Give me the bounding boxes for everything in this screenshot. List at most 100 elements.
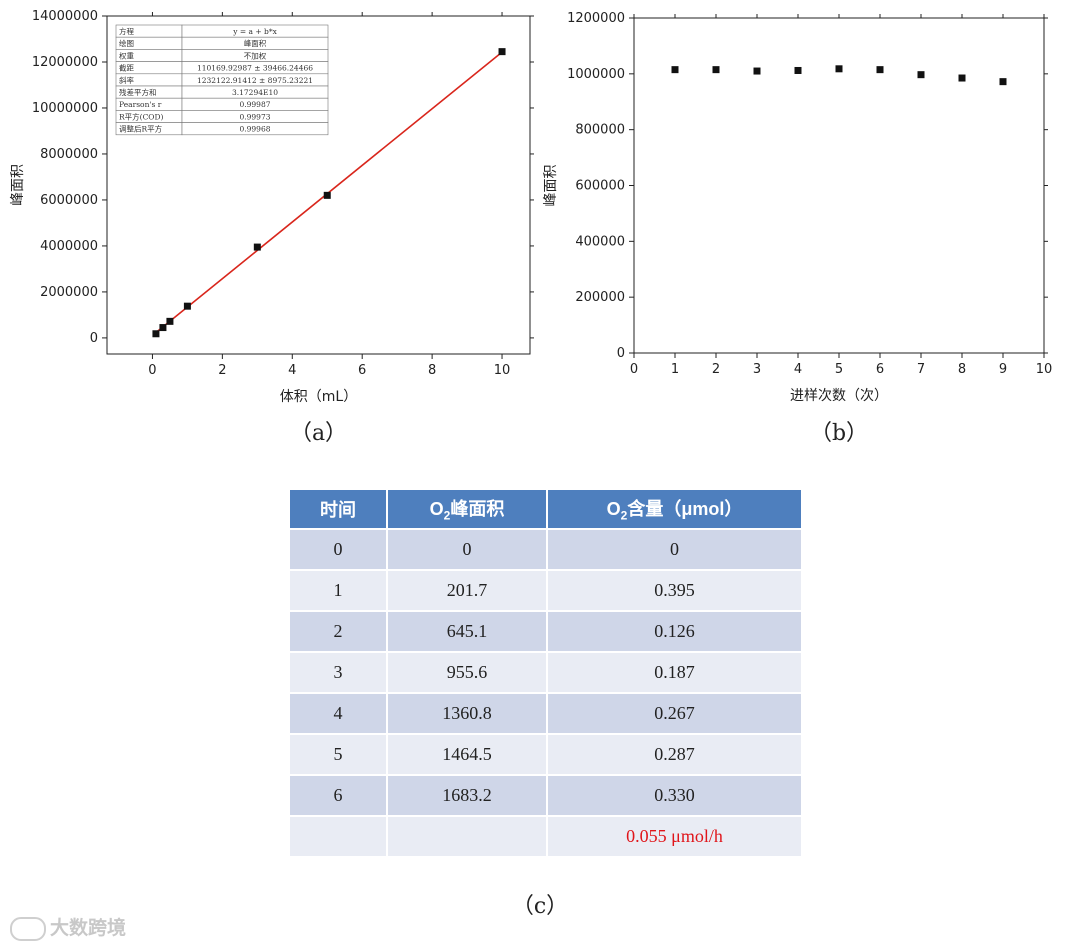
stats-key: 调整后R平方 xyxy=(119,124,163,134)
table-cell: 0.267 xyxy=(547,692,801,734)
panel-caption: （a） xyxy=(290,421,347,446)
header-o2-area-sub: 2 xyxy=(443,508,451,523)
table-row: 3 955.6 0.187 xyxy=(290,651,801,693)
table-row: 6 1683.2 0.330 xyxy=(290,774,801,816)
table-cell: 955.6 xyxy=(387,651,548,693)
header-o2-amount: O2含量（μmol） xyxy=(547,490,801,529)
header-time: 时间 xyxy=(290,490,388,529)
header-o2-area: O2峰面积 xyxy=(387,490,548,529)
table-cell xyxy=(387,815,548,856)
table-cell: 201.7 xyxy=(387,569,548,611)
x-tick-label: 2 xyxy=(712,362,720,377)
table-cell: 2 xyxy=(290,610,388,652)
data-point xyxy=(323,191,331,199)
table-cell xyxy=(290,815,388,856)
data-point xyxy=(159,324,167,332)
chart-b: 0 1 2 3 4 5 6 7 8 9 10 0 200000 400000 600000 800000 100… xyxy=(543,11,1052,446)
table-cell: 6 xyxy=(290,774,388,816)
data-point xyxy=(753,67,761,75)
table-body: 0 0 0 1 201.7 0.395 2 645.1 0.126 3 955.6 0.187 4 136… xyxy=(290,528,801,856)
table-row: 4 1360.8 0.267 xyxy=(290,692,801,734)
x-tick-label: 4 xyxy=(794,362,802,377)
x-tick-label: 10 xyxy=(1036,362,1053,377)
stats-value: 0.99968 xyxy=(239,125,270,134)
x-tick-label: 2 xyxy=(218,363,226,378)
table-cell: 645.1 xyxy=(387,610,548,652)
table-row: 5 1464.5 0.287 xyxy=(290,733,801,775)
x-tick-label: 7 xyxy=(917,362,925,377)
y-tick-label: 12000000 xyxy=(32,55,98,70)
stats-value: 0.99987 xyxy=(239,100,270,109)
stats-key: 绘图 xyxy=(119,38,134,48)
stats-value: 不加权 xyxy=(244,50,267,60)
table-cell: 0 xyxy=(290,528,388,570)
stats-value: 110169.92987 ± 39466.24466 xyxy=(197,64,313,73)
y-tick-label: 6000000 xyxy=(40,193,98,208)
y-tick-label: 0 xyxy=(617,346,625,361)
x-tick-label: 1 xyxy=(671,362,679,377)
y-axis-title: 峰面积 xyxy=(10,164,26,206)
data-point xyxy=(876,66,884,74)
header-o2-amount-o: O xyxy=(606,499,621,520)
x-tick-label: 8 xyxy=(428,363,436,378)
panel-caption-c: （c） xyxy=(511,894,569,919)
stats-key: Pearson's r xyxy=(119,100,162,109)
table-cell: 1464.5 xyxy=(387,733,548,775)
table-cell: 3 xyxy=(290,651,388,693)
x-tick-label: 3 xyxy=(753,362,761,377)
x-tick-label: 6 xyxy=(876,362,884,377)
data-point xyxy=(152,330,160,338)
stats-value: 0.99973 xyxy=(239,112,270,121)
table-cell: 0.287 xyxy=(547,733,801,775)
data-point xyxy=(917,71,925,79)
stats-key: 权重 xyxy=(119,50,134,60)
y-tick-label: 1000000 xyxy=(567,67,625,82)
table-cell: 5 xyxy=(290,733,388,775)
x-tick-label: 9 xyxy=(999,362,1007,377)
stats-value: 1232122.91412 ± 8975.23221 xyxy=(197,76,313,85)
y-tick-label: 800000 xyxy=(575,123,625,138)
table-header-row: 时间 O2峰面积 O2含量（μmol） xyxy=(290,490,801,529)
table-row: 1 201.7 0.395 xyxy=(290,569,801,611)
stats-key: 方程 xyxy=(119,26,134,36)
watermark-text: 大数跨境 xyxy=(50,917,127,939)
data-point xyxy=(166,317,174,325)
x-tick-label: 6 xyxy=(358,363,366,378)
data-point xyxy=(253,243,261,251)
panel-caption: （b） xyxy=(810,421,868,446)
data-point xyxy=(794,66,802,74)
table-cell: 0.395 xyxy=(547,569,801,611)
table-cell: 0 xyxy=(547,528,801,570)
table-cell: 0.187 xyxy=(547,651,801,693)
chart-a: 0 2 4 6 8 10 0 2000000 4000000 6000000 8000000 1000… xyxy=(10,9,534,446)
stats-key: 斜率 xyxy=(119,75,134,85)
watermark-logo-icon xyxy=(10,916,46,941)
watermark: 大数跨境 xyxy=(10,913,126,941)
x-tick-label: 0 xyxy=(148,363,156,378)
table-row: 0.055 μmol/h xyxy=(290,815,801,856)
data-point xyxy=(958,74,966,82)
table-cell: 1683.2 xyxy=(387,774,548,816)
x-tick-label: 8 xyxy=(958,362,966,377)
stats-value: 3.17294E10 xyxy=(232,88,278,97)
x-axis-title: 体积（mL） xyxy=(280,389,357,405)
table-cell: 0.126 xyxy=(547,610,801,652)
results-table: 时间 O2峰面积 O2含量（μmol） 0 0 0 1 201.7 0.395 2 645.1… xyxy=(290,490,801,856)
table-cell: 1360.8 xyxy=(387,692,548,734)
data-point xyxy=(712,66,720,74)
y-tick-label: 8000000 xyxy=(40,147,98,162)
y-tick-label: 4000000 xyxy=(40,239,98,254)
stats-cell xyxy=(181,122,329,136)
plot-frame xyxy=(106,15,531,355)
y-tick-label: 200000 xyxy=(575,290,625,305)
data-point xyxy=(498,48,506,56)
stats-key: R平方(COD) xyxy=(119,111,163,121)
x-tick-label: 10 xyxy=(494,363,511,378)
y-tick-label: 2000000 xyxy=(40,285,98,300)
table-cell: 0 xyxy=(387,528,548,570)
y-tick-label: 0 xyxy=(90,331,98,346)
y-tick-label: 400000 xyxy=(575,234,625,249)
y-axis-title: 峰面积 xyxy=(543,165,559,207)
data-point xyxy=(671,66,679,74)
stats-value: y = a + b*x xyxy=(232,27,277,36)
